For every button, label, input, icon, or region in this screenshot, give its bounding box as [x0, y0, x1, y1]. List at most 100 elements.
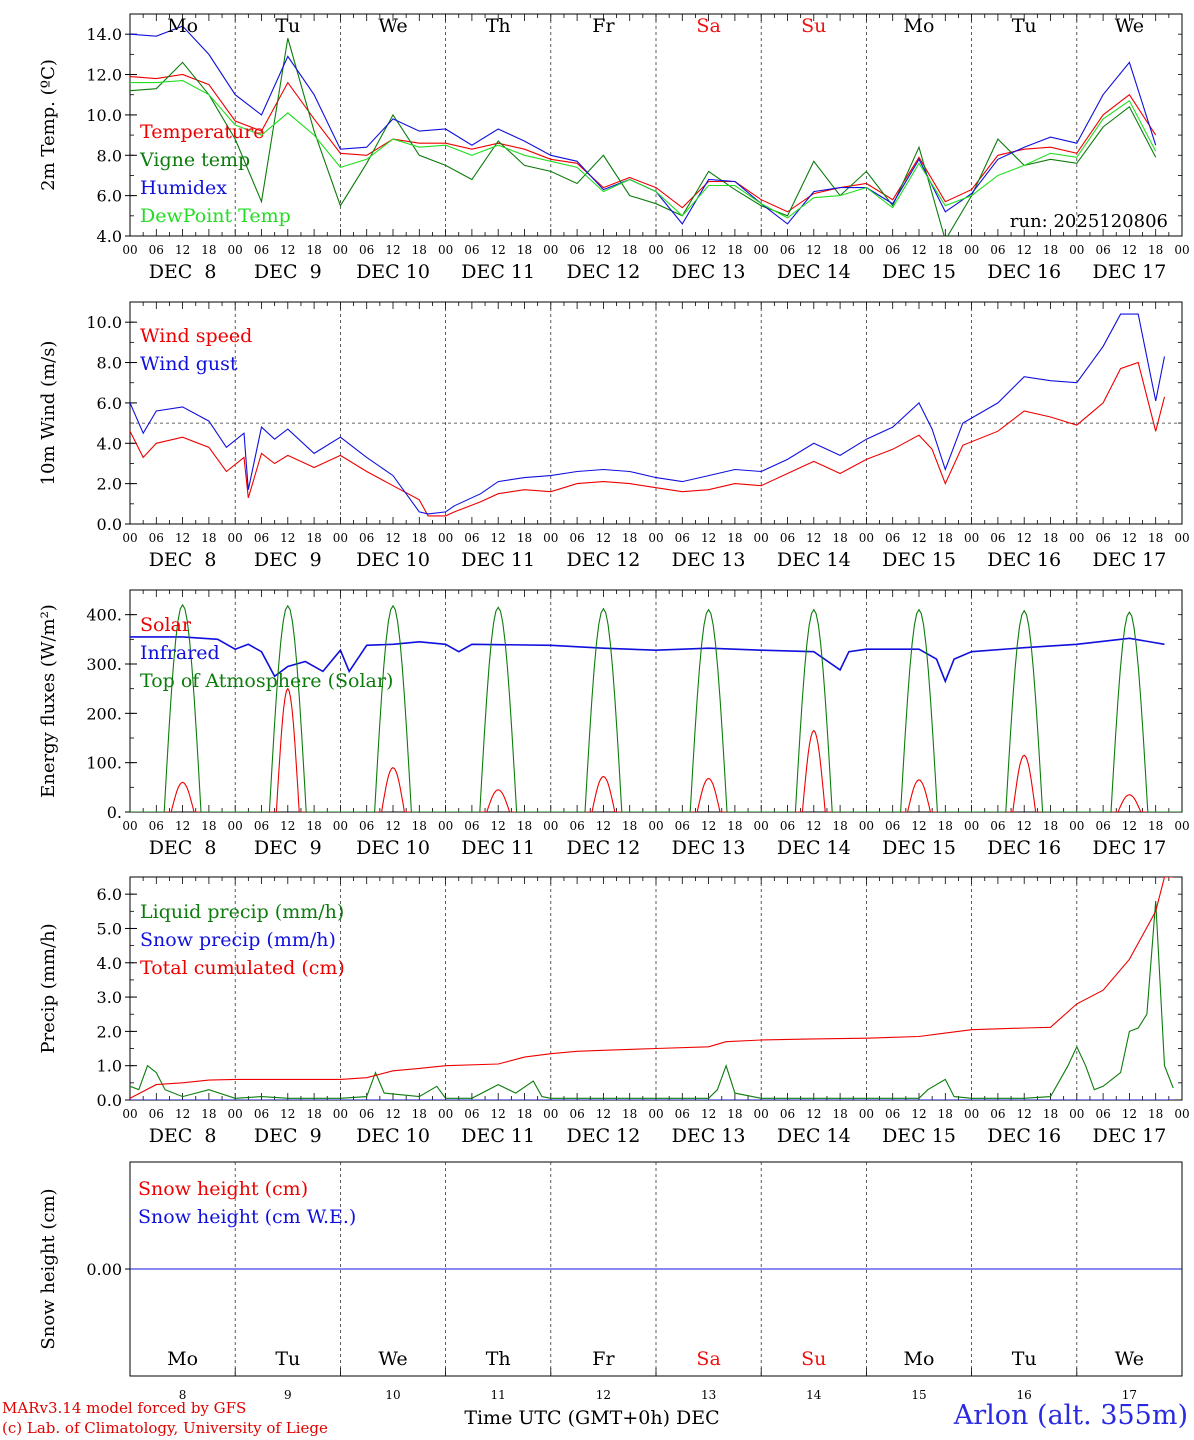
series-line-vigne-temp [130, 38, 1157, 236]
day-label: Tu [1012, 15, 1037, 37]
date-label: DEC 9 [254, 261, 322, 283]
date-label: DEC 8 [149, 549, 217, 571]
panel-4: 0.0 1.0 2.0 3.0 4.0 5.0 6.0 Precip (mm/h) Liquid… [38, 876, 1190, 1147]
y-tick-label: 0. [107, 803, 122, 822]
hour-label: 12 [175, 819, 190, 833]
date-label: DEC 15 [882, 837, 956, 859]
date-label: DEC 16 [987, 837, 1061, 859]
hour-label: 12 [385, 819, 400, 833]
date-label: DEC 16 [987, 1125, 1061, 1147]
date-label: DEC 8 [149, 1125, 217, 1147]
hour-label: 06 [359, 243, 374, 257]
hour-label: 00 [648, 1107, 663, 1121]
panel-1: 4.0 6.0 8.0 10.0 12.0 14.0 2m Temp. (ºC) Temper… [38, 13, 1190, 283]
legend-entry: Vigne temp [139, 149, 250, 171]
hour-label: 06 [990, 819, 1005, 833]
hour-label: 06 [780, 243, 795, 257]
hour-label: 00 [543, 531, 558, 545]
hour-label: 18 [306, 531, 321, 545]
y-tick-label: 0.0 [97, 515, 122, 534]
date-label: DEC 9 [254, 549, 322, 571]
day-label: Su [801, 15, 826, 37]
hour-label: 12 [596, 819, 611, 833]
date-label: DEC 10 [356, 261, 430, 283]
day-label: Th [486, 15, 511, 37]
date-label: DEC 17 [1092, 549, 1166, 571]
hour-label: 06 [885, 1107, 900, 1121]
hour-label: 06 [675, 531, 690, 545]
y-tick-label: 14.0 [86, 25, 122, 44]
day-label: Su [801, 1348, 826, 1370]
series-group [130, 877, 1174, 1100]
y-tick-label: 3.0 [97, 988, 122, 1007]
hour-label: 18 [832, 1107, 847, 1121]
hour-label: 18 [1043, 819, 1058, 833]
date-label: DEC 14 [777, 549, 851, 571]
hour-label: 00 [754, 243, 769, 257]
hour-label: 18 [1148, 819, 1163, 833]
hour-label: 12 [806, 1107, 821, 1121]
hour-label: 06 [149, 819, 164, 833]
hour-label: 00 [648, 819, 663, 833]
series-line-wind-gust [130, 313, 1166, 515]
hour-label: 18 [517, 819, 532, 833]
date-label: DEC 13 [672, 837, 746, 859]
hour-label: 06 [149, 531, 164, 545]
date-label: DEC 14 [777, 261, 851, 283]
day-number: 16 [1017, 1388, 1032, 1402]
hour-label: 06 [359, 1107, 374, 1121]
hour-label: 12 [175, 531, 190, 545]
date-label: DEC 8 [149, 837, 217, 859]
legend-entry: Total cumulated (cm) [140, 957, 345, 979]
hour-label: 12 [491, 243, 506, 257]
series-group [130, 313, 1166, 517]
hour-label: 12 [280, 531, 295, 545]
hour-label: 12 [1017, 819, 1032, 833]
hour-label: 06 [675, 1107, 690, 1121]
hour-label: 18 [517, 1107, 532, 1121]
hour-label: 12 [1122, 819, 1137, 833]
hour-label: 00 [438, 243, 453, 257]
hour-label: 18 [1148, 1107, 1163, 1121]
hour-label: 18 [1148, 531, 1163, 545]
date-label: DEC 17 [1092, 261, 1166, 283]
legend-entry: Wind gust [140, 353, 238, 375]
hour-label: 00 [543, 1107, 558, 1121]
hour-label: 12 [280, 819, 295, 833]
hour-label: 12 [175, 243, 190, 257]
hour-label: 00 [228, 531, 243, 545]
hour-label: 18 [832, 243, 847, 257]
y-tick-label: 4.0 [97, 434, 122, 453]
hour-label: 18 [306, 1107, 321, 1121]
series-line-temperature [130, 73, 1157, 213]
hour-label: 00 [1174, 243, 1189, 257]
credit-line-lab: (c) Lab. of Climatology, University of L… [2, 1419, 328, 1437]
hour-label: 00 [1069, 531, 1084, 545]
hour-label: 18 [832, 819, 847, 833]
hour-label: 12 [806, 819, 821, 833]
hour-label: 00 [1069, 243, 1084, 257]
date-label: DEC 16 [987, 549, 1061, 571]
hour-label: 06 [1095, 243, 1110, 257]
hour-label: 06 [885, 531, 900, 545]
y-tick-label: 5.0 [97, 919, 122, 938]
hour-label: 00 [122, 819, 137, 833]
hour-label: 00 [964, 1107, 979, 1121]
hour-label: 06 [359, 819, 374, 833]
hour-label: 12 [385, 243, 400, 257]
legend-entry: Top of Atmosphere (Solar) [140, 670, 393, 692]
series-line-liquid-precip-mm-h- [130, 900, 1174, 1099]
day-number: 13 [701, 1388, 716, 1402]
hour-label: 18 [938, 531, 953, 545]
y-tick-label: 200. [86, 704, 122, 723]
hour-label: 12 [911, 243, 926, 257]
hour-label: 06 [780, 531, 795, 545]
date-label: DEC 12 [566, 837, 640, 859]
hour-label: 00 [122, 1107, 137, 1121]
hour-label: 00 [1174, 1107, 1189, 1121]
day-label: We [378, 1348, 407, 1370]
hour-label: 18 [1043, 1107, 1058, 1121]
hour-label: 06 [675, 243, 690, 257]
day-number: 11 [491, 1388, 506, 1402]
